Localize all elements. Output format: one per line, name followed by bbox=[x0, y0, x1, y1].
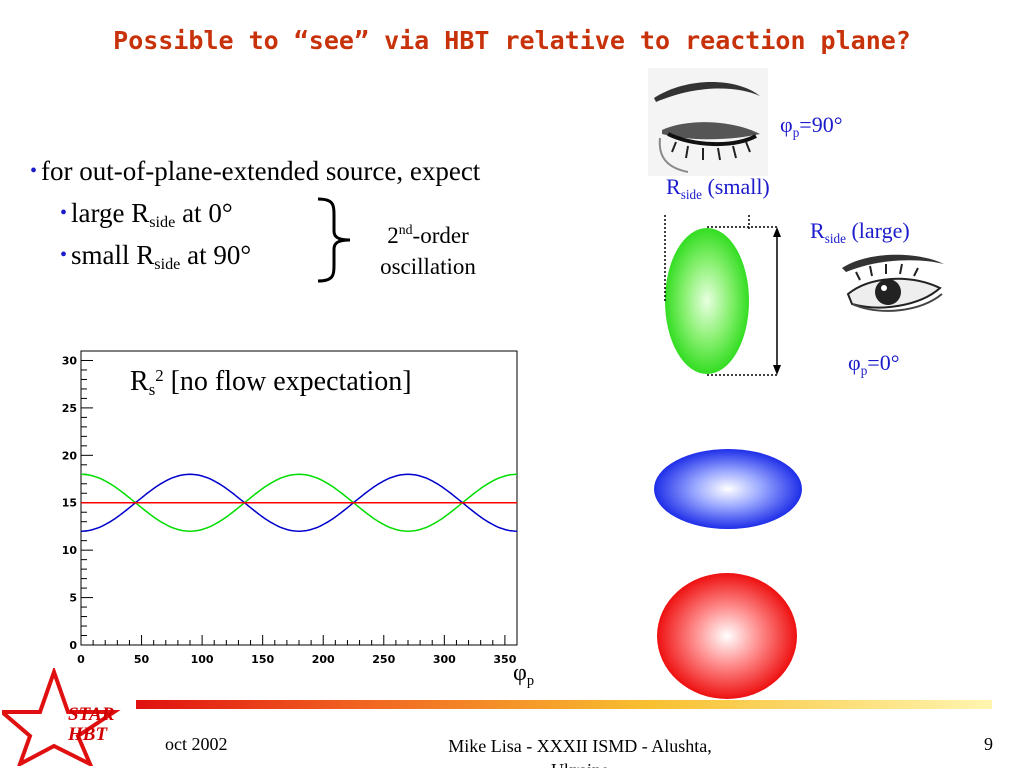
y-tick-label: 25 bbox=[62, 402, 77, 415]
star-logo-icon bbox=[2, 668, 121, 766]
series-green-line bbox=[80, 473, 518, 532]
bullet-large-rside: • large Rside at 0° bbox=[60, 198, 233, 231]
footer-page-number: 9 bbox=[984, 734, 993, 754]
y-tick-label: 15 bbox=[62, 497, 77, 510]
x-tick-label: 50 bbox=[134, 653, 150, 666]
rside-large-label: Rside (large) bbox=[810, 218, 910, 246]
footer-rule bbox=[136, 700, 992, 709]
footer-author: Mike Lisa - XXXII ISMD - Alushta, Ukrain… bbox=[448, 736, 712, 768]
bullet-main: • for out-of-plane-extended source, expec… bbox=[30, 156, 480, 187]
rside-oscillation-chart: 0 50 100 150 200 250 300 350 0 5 10 15 20 25 30 bbox=[62, 350, 518, 666]
chart-title: Rs2 [no flow expectation] bbox=[130, 366, 412, 399]
green-ellipse bbox=[665, 228, 749, 374]
slide-title: Possible to “see” via HBT relative to re… bbox=[113, 26, 911, 55]
x-tick-label: 0 bbox=[77, 653, 85, 666]
bullet-dot-icon: • bbox=[60, 202, 68, 224]
open-eye-icon bbox=[842, 254, 944, 312]
blue-ellipse-diagram bbox=[654, 449, 802, 529]
closed-eye-image bbox=[648, 68, 768, 176]
bullet-main-text: for out-of-plane-extended source, expect bbox=[41, 156, 481, 186]
y-tick-label: 0 bbox=[69, 639, 77, 652]
x-tick-label: 150 bbox=[251, 653, 274, 666]
curly-brace-icon bbox=[317, 197, 351, 283]
x-tick-label: 100 bbox=[191, 653, 214, 666]
x-tick-label: 250 bbox=[372, 653, 395, 666]
y-tick-label: 10 bbox=[62, 544, 78, 557]
y-tick-label: 30 bbox=[62, 354, 78, 367]
x-tick-label: 200 bbox=[312, 653, 335, 666]
phi-0-label: φp=0° bbox=[848, 350, 900, 378]
red-circle bbox=[657, 573, 797, 699]
chart-x-label: φp bbox=[513, 660, 535, 689]
phi-90-label: φp=90° bbox=[780, 112, 843, 140]
y-tick-label: 5 bbox=[69, 592, 77, 605]
bullet-small-rside: • small Rside at 90° bbox=[60, 240, 252, 273]
series-blue-line bbox=[80, 473, 518, 532]
rside-small-label: Rside (small) bbox=[666, 174, 770, 202]
x-tick-label: 350 bbox=[493, 653, 516, 666]
closed-eye-icon bbox=[654, 82, 760, 173]
red-circle-diagram bbox=[657, 573, 797, 699]
x-tick-label: 300 bbox=[433, 653, 456, 666]
y-tick-label: 20 bbox=[62, 449, 78, 462]
star-hbt-logo: STAR HBT bbox=[68, 704, 115, 745]
bullet-dot-icon: • bbox=[30, 160, 38, 182]
footer-date: oct 2002 bbox=[165, 734, 228, 754]
out-of-plane-source-diagram bbox=[664, 215, 781, 376]
blue-ellipse bbox=[654, 449, 802, 529]
oscillation-note: 2nd-order oscillation bbox=[380, 222, 476, 279]
bullet-dot-icon: • bbox=[60, 244, 68, 266]
